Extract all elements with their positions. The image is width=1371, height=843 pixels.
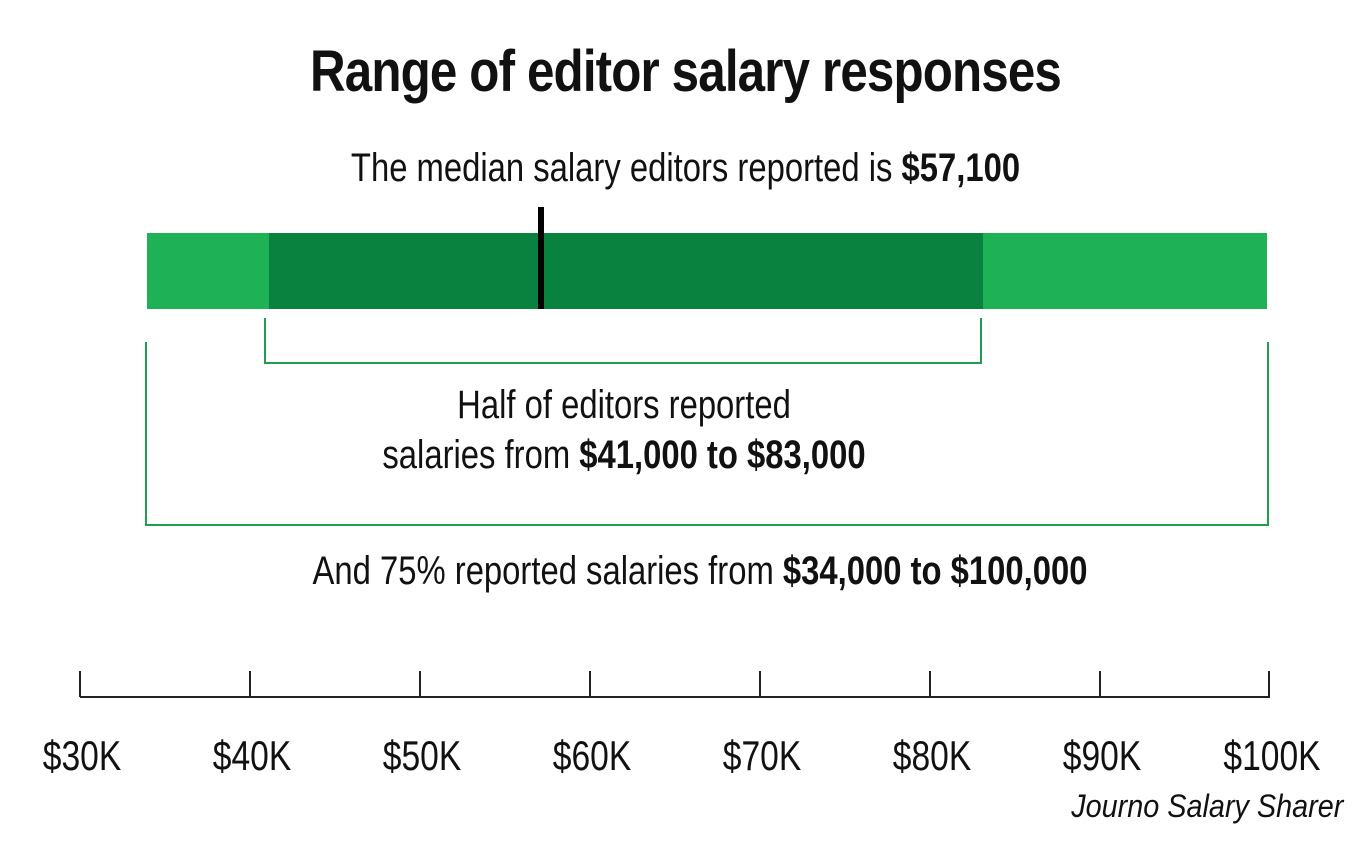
tick-label: $30K [42, 732, 122, 779]
iqr-bracket [264, 318, 982, 364]
median-marker [538, 207, 544, 309]
range-75-bracket [145, 342, 1269, 526]
range-75-annotation: And 75% reported salaries from $34,000 t… [312, 549, 1088, 593]
tick [1099, 671, 1101, 697]
tick [589, 671, 591, 697]
tick-label: $70K [722, 732, 802, 779]
tick [929, 671, 931, 697]
tick-label: $40K [212, 732, 292, 779]
iqr-annotation: Half of editors reported salaries from $… [329, 380, 919, 480]
tick [79, 671, 81, 697]
tick-label: $90K [1062, 732, 1142, 779]
median-text: The median salary editors reported is [350, 146, 902, 190]
source-credit: Journo Salary Sharer [1070, 788, 1343, 824]
tick [1268, 671, 1270, 697]
tick [249, 671, 251, 697]
tick [419, 671, 421, 697]
x-axis [80, 696, 1270, 698]
chart-title: Range of editor salary responses [310, 39, 1062, 104]
tick [759, 671, 761, 697]
median-subtitle: The median salary editors reported is $5… [123, 146, 1247, 191]
iqr-bar [269, 233, 983, 309]
iqr-line1: Half of editors reported [457, 383, 791, 427]
tick-label: $60K [552, 732, 632, 779]
tick-label: $100K [1223, 732, 1321, 779]
iqr-line2: salaries from $41,000 to $83,000 [382, 433, 866, 477]
tick-label: $50K [382, 732, 462, 779]
tick-label: $80K [892, 732, 972, 779]
median-value: $57,100 [901, 146, 1021, 190]
